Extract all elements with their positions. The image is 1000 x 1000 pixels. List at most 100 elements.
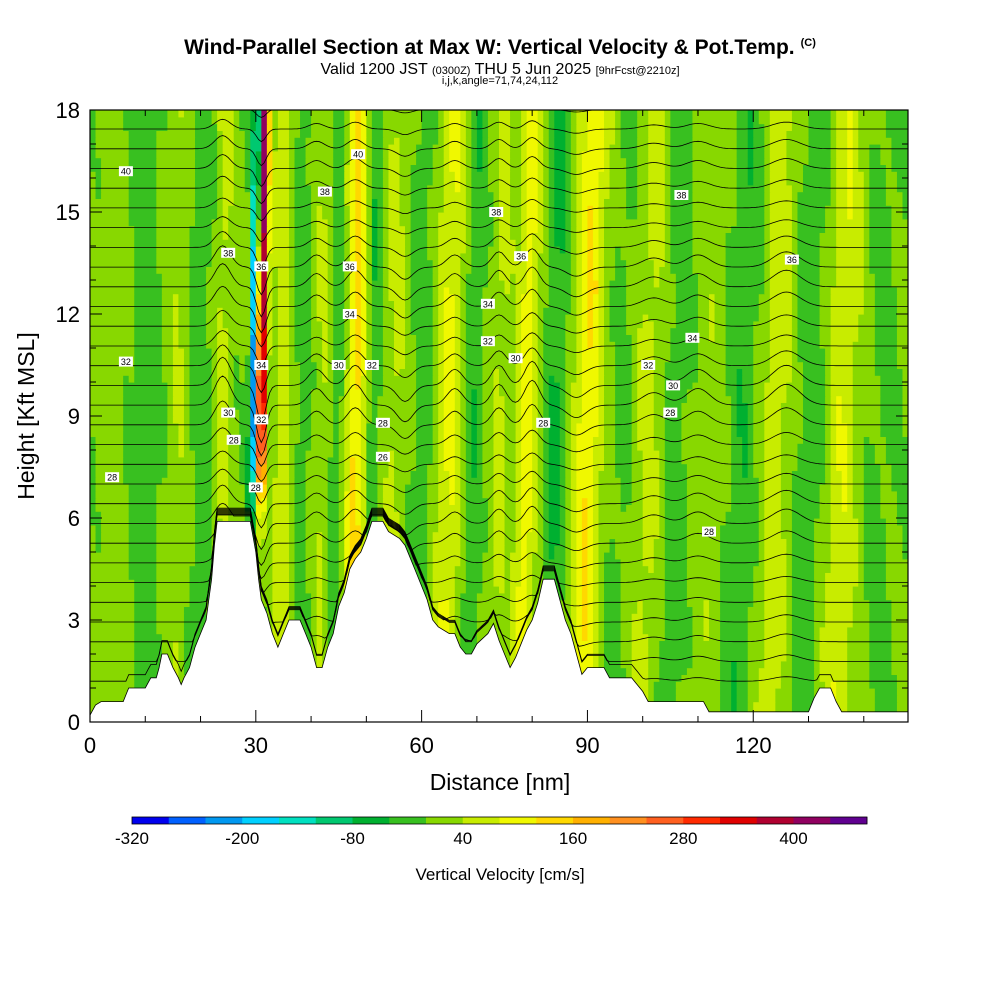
- velocity-cell: [322, 552, 329, 560]
- velocity-cell: [570, 307, 577, 315]
- velocity-cell: [620, 620, 633, 628]
- velocity-cell: [725, 273, 765, 281]
- velocity-cell: [559, 456, 566, 465]
- velocity-cell: [758, 300, 771, 308]
- velocity-cell: [427, 565, 434, 573]
- velocity-cell: [791, 586, 815, 594]
- velocity-cell: [521, 300, 533, 308]
- velocity-cell: [753, 443, 765, 451]
- velocity-cell: [725, 327, 754, 335]
- velocity-cell: [819, 252, 837, 261]
- velocity-cell: [692, 606, 705, 614]
- velocity-cell: [499, 266, 528, 274]
- velocity-cell: [526, 606, 533, 614]
- velocity-cell: [863, 545, 887, 553]
- velocity-cell: [167, 450, 180, 458]
- velocity-cell: [288, 538, 296, 546]
- velocity-cell: [537, 259, 550, 267]
- velocity-cell: [604, 626, 622, 635]
- velocity-cell: [338, 416, 345, 424]
- velocity-cell: [598, 246, 605, 254]
- velocity-cell: [427, 572, 434, 580]
- velocity-cell: [902, 545, 908, 553]
- velocity-cell: [288, 293, 296, 301]
- velocity-cell: [294, 259, 312, 267]
- velocity-cell: [349, 320, 356, 329]
- velocity-cell: [460, 450, 467, 458]
- velocity-cell: [791, 327, 799, 335]
- velocity-cell: [670, 252, 694, 261]
- velocity-cell: [592, 565, 600, 573]
- velocity-cell: [537, 252, 550, 261]
- velocity-cell: [465, 205, 472, 213]
- velocity-cell: [460, 504, 467, 512]
- velocity-cell: [565, 205, 572, 213]
- velocity-cell: [250, 395, 257, 403]
- velocity-cell: [858, 320, 876, 329]
- velocity-cell: [515, 246, 522, 254]
- velocity-cell: [863, 518, 887, 526]
- velocity-cell: [360, 232, 367, 240]
- velocity-cell: [416, 375, 434, 383]
- velocity-cell: [255, 246, 262, 254]
- velocity-cell: [858, 314, 876, 322]
- velocity-cell: [454, 497, 461, 505]
- velocity-cell: [288, 429, 301, 437]
- velocity-cell: [598, 518, 644, 526]
- velocity-cell: [300, 429, 312, 437]
- velocity-cell: [172, 375, 185, 383]
- velocity-cell: [598, 422, 605, 431]
- velocity-cell: [592, 205, 600, 213]
- velocity-cell: [344, 450, 351, 458]
- velocity-cell: [183, 395, 191, 403]
- velocity-cell: [454, 348, 461, 356]
- velocity-cell: [802, 375, 826, 383]
- velocity-cell: [692, 246, 727, 254]
- velocity-cell: [858, 538, 865, 546]
- velocity-cell: [327, 586, 340, 594]
- velocity-cell: [366, 443, 378, 451]
- velocity-cell: [598, 388, 605, 397]
- velocity-cell: [902, 402, 908, 410]
- velocity-cell: [852, 205, 865, 213]
- velocity-cell: [217, 375, 229, 383]
- velocity-cell: [709, 320, 716, 329]
- velocity-cell: [266, 368, 279, 376]
- velocity-cell: [322, 361, 329, 369]
- velocity-cell: [465, 320, 484, 329]
- velocity-cell: [327, 266, 334, 274]
- velocity-cell: [664, 368, 699, 376]
- velocity-cell: [311, 252, 318, 261]
- velocity-cell: [327, 620, 340, 628]
- velocity-cell: [725, 239, 765, 247]
- velocity-cell: [465, 511, 489, 519]
- velocity-cell: [360, 252, 367, 261]
- velocity-cell: [438, 334, 445, 342]
- velocity-cell: [714, 293, 727, 301]
- velocity-cell: [581, 361, 600, 369]
- velocity-cell: [592, 436, 605, 444]
- velocity-cell: [764, 463, 782, 471]
- velocity-cell: [316, 552, 323, 560]
- velocity-cell: [570, 232, 577, 240]
- velocity-cell: [532, 490, 539, 499]
- velocity-cell: [537, 402, 544, 410]
- velocity-cell: [764, 484, 782, 492]
- velocity-cell: [758, 477, 765, 485]
- velocity-cell: [471, 436, 478, 444]
- velocity-cell: [587, 286, 600, 295]
- velocity-cell: [327, 314, 334, 322]
- velocity-cell: [338, 402, 345, 410]
- velocity-cell: [626, 205, 638, 213]
- velocity-cell: [438, 518, 461, 526]
- velocity-cell: [836, 273, 865, 281]
- velocity-cell: [228, 497, 246, 505]
- velocity-cell: [758, 518, 765, 526]
- velocity-cell: [294, 246, 312, 254]
- velocity-cell: [598, 239, 605, 247]
- velocity-cell: [261, 334, 268, 342]
- velocity-cell: [405, 524, 428, 533]
- velocity-cell: [731, 701, 738, 709]
- velocity-cell: [294, 443, 312, 451]
- velocity-cell: [382, 232, 390, 240]
